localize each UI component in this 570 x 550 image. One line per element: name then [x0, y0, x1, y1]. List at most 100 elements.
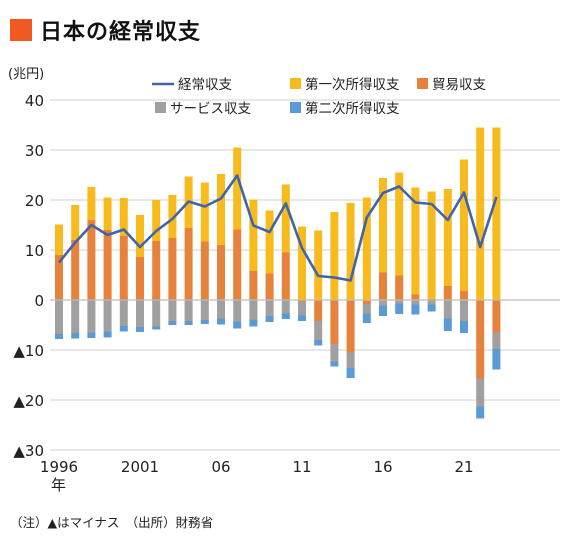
- bar-primary-income: [443, 189, 452, 286]
- bar-services: [136, 300, 144, 327]
- y-tick-label: 30: [25, 142, 44, 160]
- bar-secondary-income: [55, 334, 63, 339]
- legend-swatch: [417, 78, 428, 89]
- title-color-mark: [10, 19, 32, 41]
- x-tick-label: 16: [373, 458, 392, 476]
- legend-item-secondary-income: 第二次所得収支: [290, 100, 400, 117]
- legend-label: 経常収支: [178, 77, 232, 93]
- bar-services: [103, 300, 112, 332]
- x-tick-label: 11: [292, 458, 311, 476]
- bar-primary-income: [249, 199, 258, 271]
- bar-trade: [362, 300, 371, 304]
- bar-trade: [281, 252, 290, 300]
- bar-primary-income: [314, 230, 323, 300]
- bar-services: [476, 378, 485, 407]
- y-tick-labels: 40 30 20 10 0 ▲10 ▲20 ▲30: [13, 92, 44, 460]
- legend-swatch: [290, 102, 301, 113]
- bar-services: [492, 332, 501, 349]
- x-axis-label: 年: [51, 476, 66, 494]
- bar-primary-income: [55, 224, 63, 255]
- bar-services: [55, 300, 63, 334]
- bar-secondary-income: [152, 326, 161, 330]
- bar-services: [249, 300, 258, 320]
- bar-primary-income: [136, 215, 144, 257]
- bar-primary-income: [330, 212, 339, 300]
- bar-secondary-income: [443, 318, 452, 331]
- bar-primary-income: [346, 203, 355, 300]
- bar-services: [217, 300, 225, 319]
- bar-trade: [249, 271, 258, 300]
- bar-primary-income: [492, 127, 501, 300]
- bar-trade: [314, 300, 323, 321]
- bar-secondary-income: [314, 340, 323, 346]
- bar-secondary-income: [184, 321, 193, 325]
- y-tick-label: 0: [34, 292, 44, 310]
- bar-trade: [265, 273, 274, 300]
- bar-secondary-income: [87, 332, 96, 338]
- bar-trade: [55, 255, 63, 300]
- bar-services: [427, 300, 436, 305]
- y-tick-label: 40: [25, 92, 44, 110]
- bar-secondary-income: [427, 304, 436, 312]
- bar-secondary-income: [233, 321, 242, 329]
- legend-label: 第二次所得収支: [305, 100, 400, 117]
- chart-plot: (兆円) 40 30 20 10 0 ▲10 ▲20 ▲30 1996 2001 06 11 16 21…: [8, 67, 560, 494]
- bar-services: [330, 344, 339, 362]
- y-tick-label: ▲10: [13, 342, 44, 360]
- bar-trade: [492, 300, 501, 333]
- bar-primary-income: [281, 184, 290, 253]
- bar-services: [233, 300, 242, 322]
- bar-secondary-income: [476, 406, 485, 419]
- bar-secondary-income: [265, 316, 274, 322]
- bar-secondary-income: [330, 361, 339, 367]
- bar-primary-income: [411, 187, 420, 295]
- bar-secondary-income: [119, 326, 128, 332]
- bar-layer: [55, 127, 501, 419]
- bar-primary-income: [217, 174, 225, 245]
- bar-secondary-income: [492, 349, 501, 370]
- legend-item-primary-income: 第一次所得収支: [290, 76, 400, 93]
- bar-services: [362, 304, 371, 314]
- bar-secondary-income: [298, 315, 306, 321]
- bar-primary-income: [168, 195, 177, 238]
- bar-services: [184, 300, 193, 321]
- bar-primary-income: [87, 187, 96, 220]
- bar-trade: [395, 275, 404, 300]
- legend-swatch: [155, 102, 166, 113]
- bar-secondary-income: [217, 318, 225, 325]
- gridlines: [50, 99, 560, 451]
- bar-trade: [476, 300, 485, 379]
- bar-primary-income: [71, 205, 80, 240]
- bar-trade: [411, 294, 420, 300]
- bar-services: [411, 300, 420, 305]
- legend-item-current-account: 経常収支: [152, 77, 232, 93]
- y-tick-label: 20: [25, 192, 44, 210]
- bar-trade: [103, 230, 112, 300]
- bar-trade: [330, 300, 339, 344]
- bar-services: [152, 300, 161, 327]
- x-tick-label: 06: [211, 458, 230, 476]
- bar-primary-income: [379, 178, 387, 273]
- bar-secondary-income: [362, 313, 371, 323]
- bar-primary-income: [265, 210, 274, 274]
- bar-trade: [233, 229, 242, 300]
- chart-title: 日本の経常収支: [40, 20, 202, 45]
- bar-primary-income: [152, 200, 161, 241]
- bar-services: [119, 300, 128, 326]
- bar-services: [460, 300, 468, 321]
- bar-trade: [184, 228, 193, 300]
- bar-primary-income: [362, 197, 371, 300]
- line-current-account: [57, 174, 498, 282]
- y-tick-label: ▲20: [13, 392, 44, 410]
- bar-trade: [87, 220, 96, 300]
- bar-trade: [217, 245, 225, 300]
- bar-secondary-income: [249, 319, 258, 327]
- bar-secondary-income: [395, 303, 404, 314]
- footnote: （注）▲はマイナス （出所）財務省: [10, 515, 214, 530]
- bar-services: [87, 300, 96, 333]
- bar-services: [200, 300, 209, 320]
- bar-primary-income: [103, 197, 112, 230]
- bar-trade: [136, 257, 144, 300]
- bar-trade: [379, 272, 387, 300]
